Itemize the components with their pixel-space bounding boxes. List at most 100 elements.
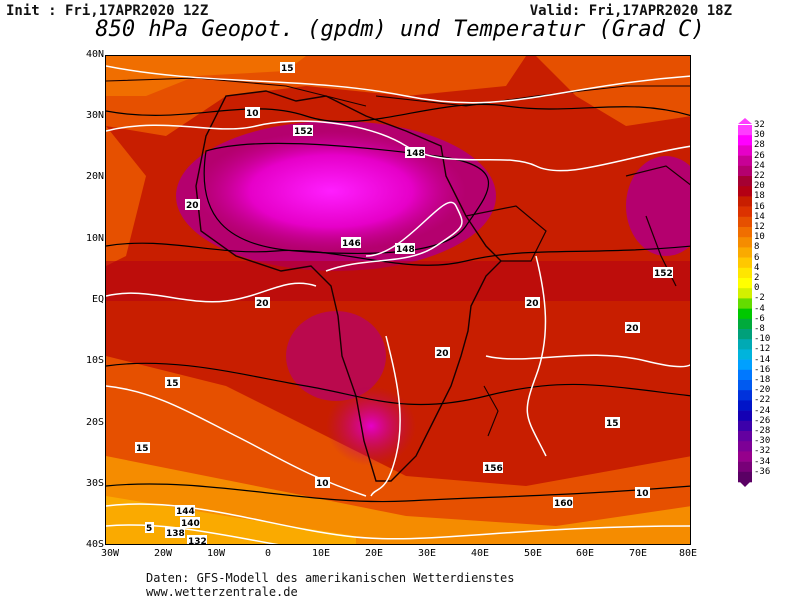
contour-label: 148 [405, 147, 425, 159]
lat-label: EQ [91, 294, 104, 305]
legend-label: -16 [754, 364, 771, 375]
legend-label: 28 [754, 140, 765, 151]
legend-label: 12 [754, 222, 765, 232]
contour-label: 148 [395, 243, 415, 255]
legend-label: -14 [754, 354, 771, 365]
svg-text:15: 15 [166, 379, 179, 389]
svg-text:152: 152 [654, 269, 673, 279]
lon-label: 20E [364, 548, 384, 559]
legend-swatch [738, 471, 752, 483]
arabia-coastline [465, 205, 547, 262]
svg-text:20: 20 [526, 299, 539, 309]
map-title: 850 hPa Geopot. (gpdm) und Temperatur (G… [95, 17, 705, 42]
legend-swatch [738, 288, 752, 299]
contour-label: 140 [180, 517, 200, 529]
legend-arrow-bottom [738, 480, 752, 487]
svg-text:20: 20 [186, 201, 199, 211]
init-time-label: Init : Fri,17APR2020 12Z [6, 3, 209, 19]
svg-text:146: 146 [342, 239, 361, 249]
legend-swatch [738, 451, 752, 462]
contour-labels: 10 15 20 152 148 146 160 156 144 140 138… [135, 62, 673, 544]
temp-zone-south-africa-hot [326, 386, 416, 466]
svg-text:10: 10 [316, 479, 329, 489]
legend-label: -18 [754, 375, 771, 385]
legend-swatch [738, 308, 752, 320]
legend-label: 26 [754, 150, 765, 161]
legend-label: 24 [754, 160, 765, 171]
contour-label: 20 [185, 199, 200, 211]
contour-label: 160 [553, 497, 573, 509]
lat-label: 30N [85, 110, 104, 121]
legend-swatch [738, 237, 752, 248]
contour-label: 20 [255, 297, 270, 309]
legend-label: 6 [754, 252, 760, 263]
lon-label: 30E [417, 548, 437, 559]
lon-label: 80E [678, 548, 698, 559]
legend-swatch [738, 247, 752, 258]
legend-swatch [738, 278, 752, 289]
svg-text:148: 148 [406, 149, 425, 159]
temp-zone-north-light [106, 56, 306, 96]
legend-label: 14 [754, 211, 765, 222]
legend-label: 32 [754, 120, 765, 130]
svg-text:160: 160 [554, 499, 573, 509]
legend-swatch [738, 349, 752, 360]
svg-text:148: 148 [396, 245, 415, 255]
temp-zone-central-africa [286, 311, 386, 401]
lat-label: 10S [85, 355, 104, 366]
legend-label: 4 [754, 262, 760, 273]
legend-label: -22 [754, 395, 771, 406]
legend-swatch [738, 145, 752, 156]
contour-label: 152 [293, 125, 313, 137]
legend-swatch [738, 196, 752, 207]
lat-label: 20N [85, 171, 104, 182]
lat-label: 30S [85, 478, 104, 489]
footer-source: Daten: GFS-Modell des amerikanischen Wet… [146, 571, 515, 585]
legend-label: -24 [754, 405, 771, 416]
contour-label: 156 [483, 462, 503, 474]
legend-swatch [738, 227, 752, 238]
legend-label: -2 [754, 293, 765, 304]
svg-text:156: 156 [484, 464, 503, 474]
legend-swatch [738, 257, 752, 269]
legend-label: -36 [754, 466, 771, 477]
contour-label: 15 [605, 417, 620, 429]
legend-swatch [738, 165, 752, 177]
lat-label: 20S [85, 417, 104, 428]
legend-label: -6 [754, 313, 765, 324]
legend-swatch [738, 206, 752, 218]
legend-swatch [738, 298, 752, 309]
legend-label: 18 [754, 191, 765, 202]
legend-swatch [738, 186, 752, 197]
legend-swatch [738, 318, 752, 330]
legend-label: -20 [754, 385, 771, 396]
svg-text:138: 138 [166, 529, 185, 539]
legend-label: 2 [754, 273, 760, 283]
legend-label: 22 [754, 171, 765, 181]
lat-label: 10N [85, 233, 104, 244]
svg-text:20: 20 [436, 349, 449, 359]
legend-swatch [738, 359, 752, 371]
legend-swatch [738, 267, 752, 279]
contour-label: 5 [145, 522, 154, 534]
temp-zone-atlantic-west [106, 126, 146, 266]
temp-zone-sahara-hot [196, 131, 466, 251]
legend-swatch [738, 329, 752, 340]
lon-label: 60E [575, 548, 595, 559]
svg-text:10: 10 [246, 109, 259, 119]
legend-bar [738, 118, 752, 487]
legend-swatch [738, 420, 752, 432]
contour-label: 15 [280, 62, 295, 74]
svg-text:5: 5 [146, 524, 152, 534]
legend-label: -4 [754, 303, 765, 314]
madagascar-coastline [483, 385, 499, 437]
legend-label: -34 [754, 456, 771, 467]
contour-label: 138 [165, 527, 185, 539]
legend-swatch [738, 369, 752, 381]
legend-swatch [738, 339, 752, 350]
legend-label: -30 [754, 436, 771, 447]
legend-label: 10 [754, 232, 765, 243]
legend-swatch [738, 125, 752, 136]
legend-swatch [738, 400, 752, 411]
africa-coastline [195, 90, 502, 482]
